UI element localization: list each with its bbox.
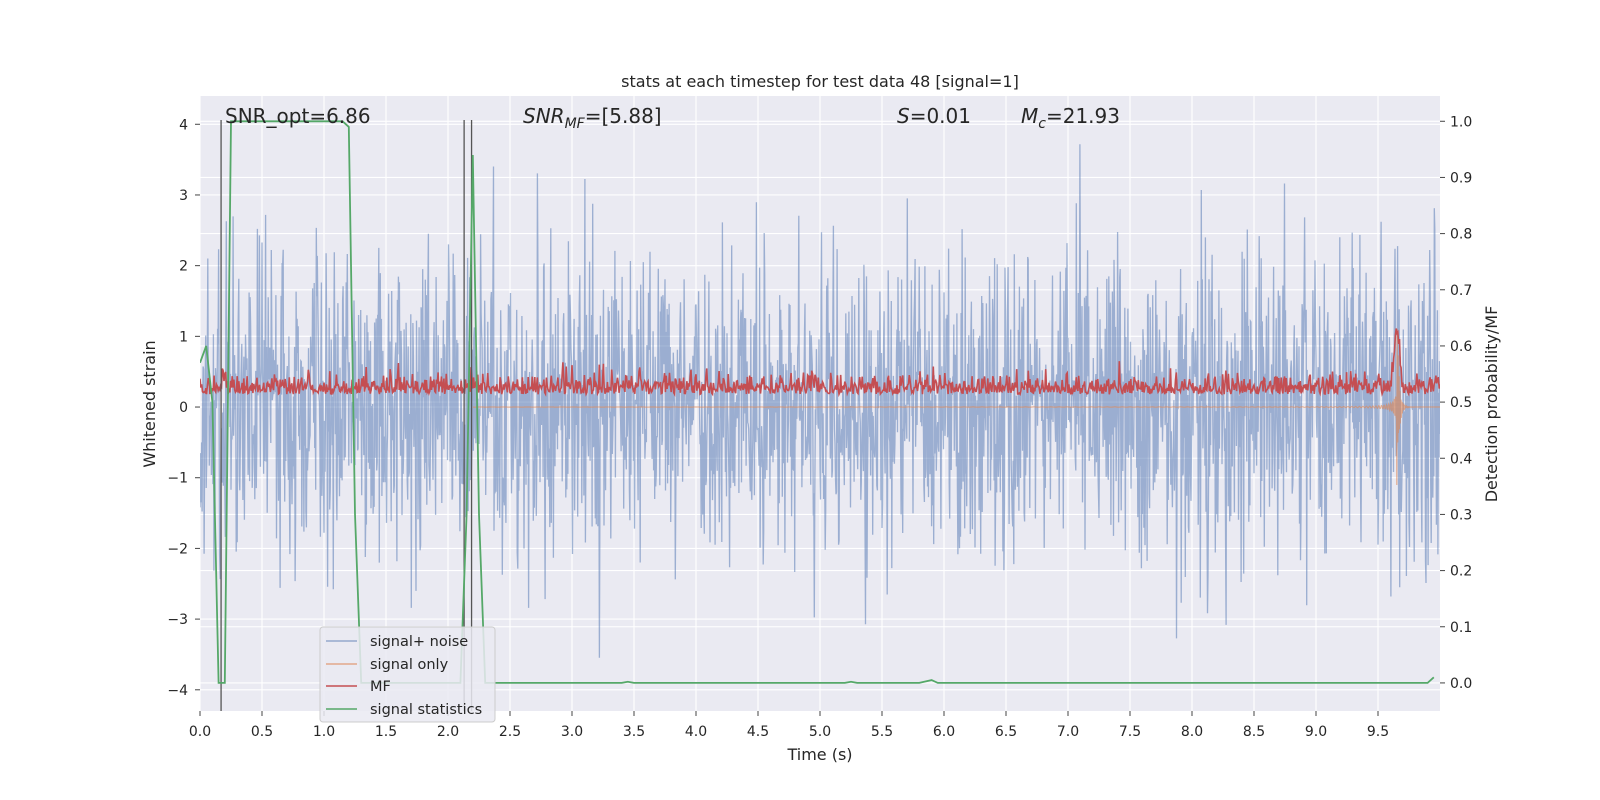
x-tick-label: 7.5 [1119, 724, 1141, 740]
x-tick-label: 0.0 [189, 724, 211, 740]
signal-statistics-line [200, 120, 1435, 684]
legend-label-mf: MF [370, 679, 391, 695]
signal-noise-line [200, 144, 1440, 658]
x-tick-label: 3.5 [623, 724, 645, 740]
x-tick-label: 2.5 [499, 724, 521, 740]
y-right-tick-label: 0.1 [1450, 620, 1472, 636]
y-right-tick-label: 0.8 [1450, 227, 1472, 243]
x-tick-label: 7.0 [1057, 724, 1079, 740]
series-signal-statistics [200, 120, 1435, 684]
y-left-tick-label: 3 [179, 188, 188, 204]
y-left-tick-label: −3 [167, 612, 188, 628]
y-right-tick-label: 1.0 [1450, 114, 1472, 130]
y-left-tick-label: −4 [167, 683, 188, 699]
legend-box [319, 626, 496, 723]
legend-label-signal-only: signal only [370, 657, 449, 673]
x-tick-label: 4.0 [685, 724, 707, 740]
annotation-s: S=0.01 [897, 104, 971, 128]
x-tick-label: 5.5 [871, 724, 893, 740]
y-left-tick-label: 4 [179, 117, 188, 133]
y-right-tick-label: 0.9 [1450, 170, 1472, 186]
x-tick-label: 6.5 [995, 724, 1017, 740]
x-axis-label: Time (s) [786, 745, 852, 764]
y-right-tick-label: 0.2 [1450, 564, 1472, 580]
x-tick-label: 9.5 [1367, 724, 1389, 740]
y-left-tick-label: 1 [179, 329, 188, 345]
x-tick-label: 5.0 [809, 724, 831, 740]
annotation-snr-opt: SNR_opt=6.86 [225, 104, 371, 128]
y-right-tick-label: 0.7 [1450, 283, 1472, 299]
y-axis-right-label: Detection probability/MF [1482, 306, 1501, 503]
series-signal-only [472, 328, 1440, 486]
signal-only-line [472, 328, 1440, 486]
y-right-tick-label: 0.6 [1450, 339, 1472, 355]
x-tick-label: 6.0 [933, 724, 955, 740]
y-left-tick-label: 2 [179, 259, 188, 275]
x-tick-label: 8.5 [1243, 724, 1265, 740]
mf-line [200, 328, 1440, 398]
x-axis-ticks: 0.0 0.5 1.0 1.5 2.0 2.5 3.0 3.5 4.0 4.5 5.0 5.5 6.0 6… [189, 711, 1389, 740]
x-tick-label: 2.0 [437, 724, 459, 740]
x-tick-label: 9.0 [1305, 724, 1327, 740]
y-axis-left-label: Whitened strain [140, 340, 159, 467]
annotation-mc: Mc=21.93 [1021, 104, 1120, 132]
y-right-tick-label: 0.5 [1450, 395, 1472, 411]
series-signal-noise [200, 144, 1440, 658]
y-left-tick-label: 0 [179, 400, 188, 416]
x-tick-label: 0.5 [251, 724, 273, 740]
legend: signal+ noise signal only MF signal stat… [319, 626, 496, 723]
y-right-tick-label: 0.4 [1450, 451, 1472, 467]
legend-label-signal-noise: signal+ noise [370, 634, 468, 650]
annotation-snr-mf: SNRMF=[5.88] [523, 104, 662, 132]
chart-title: stats at each timestep for test data 48 … [621, 72, 1019, 91]
y-right-tick-label: 0.3 [1450, 507, 1472, 523]
x-tick-label: 3.0 [561, 724, 583, 740]
x-tick-label: 8.0 [1181, 724, 1203, 740]
y-axis-left-ticks: 4 3 2 1 0 −1 −2 −3 −4 [167, 117, 200, 699]
series-mf [200, 328, 1440, 398]
y-left-tick-label: −1 [167, 471, 188, 487]
y-left-tick-label: −2 [167, 541, 188, 557]
legend-label-signal-statistics: signal statistics [370, 702, 482, 718]
x-tick-label: 4.5 [747, 724, 769, 740]
y-axis-right-ticks: 1.0 0.9 0.8 0.7 0.6 0.5 0.4 0.3 0.2 0.1 0.0 [1440, 114, 1472, 692]
x-tick-label: 1.5 [375, 724, 397, 740]
y-right-tick-label: 0.0 [1450, 676, 1472, 692]
x-tick-label: 1.0 [313, 724, 335, 740]
